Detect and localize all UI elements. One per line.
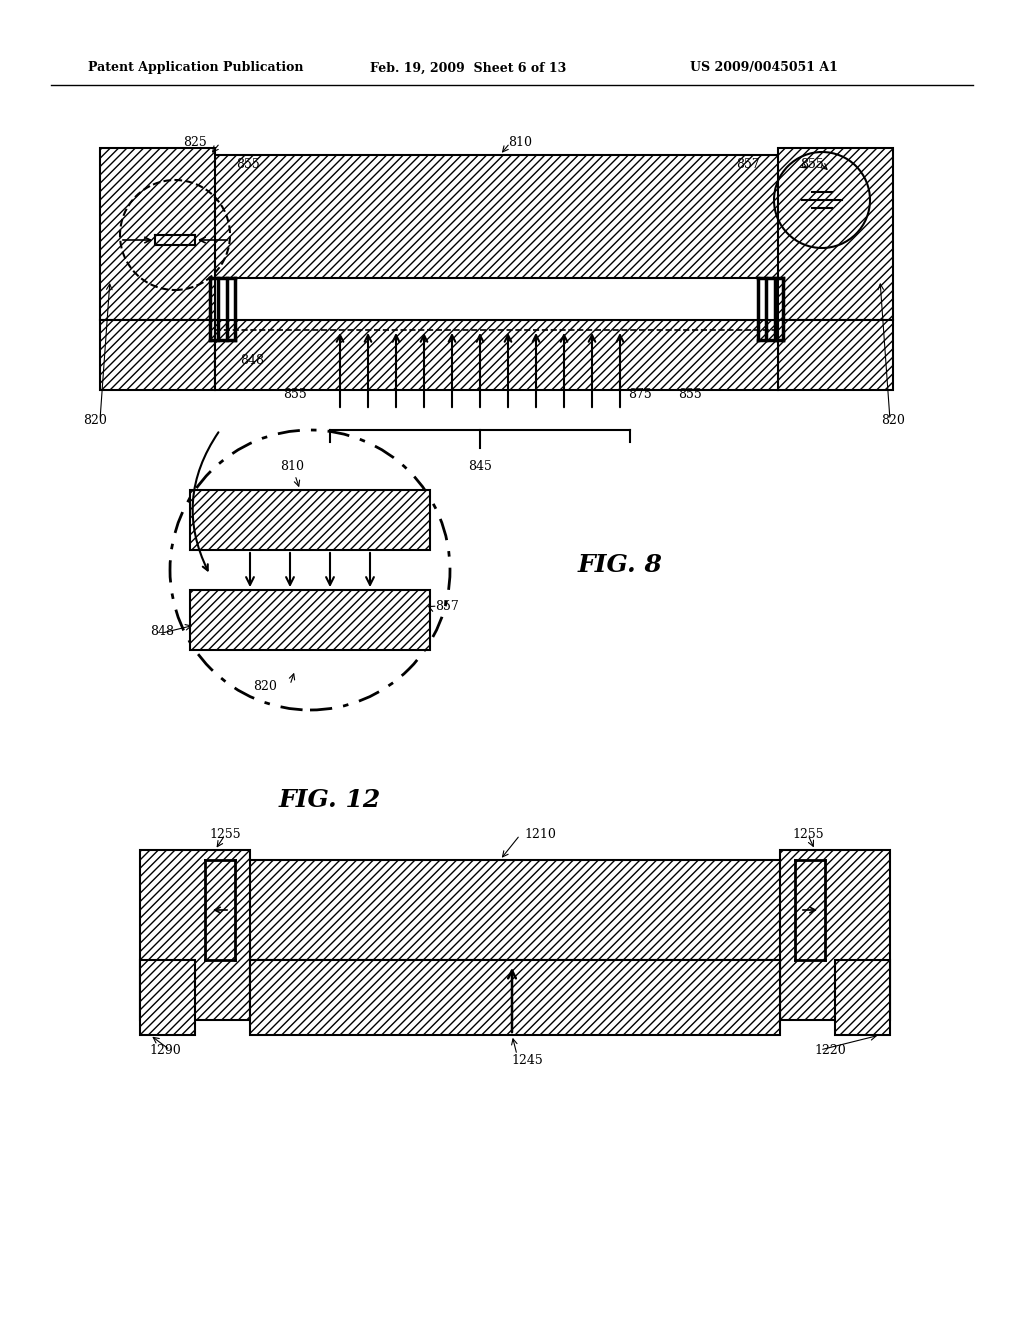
Bar	[190, 490, 430, 550]
Bar	[780, 850, 890, 1020]
Text: 1245: 1245	[511, 1053, 543, 1067]
Bar	[100, 319, 215, 389]
Text: 855: 855	[800, 158, 824, 172]
Bar	[778, 148, 893, 319]
Bar	[140, 960, 195, 1035]
Text: 810: 810	[280, 459, 304, 473]
Text: 855: 855	[283, 388, 307, 401]
Text: 848: 848	[150, 624, 174, 638]
Text: 810: 810	[508, 136, 532, 149]
Text: 1255: 1255	[209, 829, 241, 842]
Bar	[105, 154, 888, 279]
Text: 1255: 1255	[793, 829, 824, 842]
Bar	[778, 319, 893, 389]
Bar	[835, 960, 890, 1035]
Bar	[215, 319, 778, 389]
Text: Patent Application Publication: Patent Application Publication	[88, 62, 303, 74]
Text: 820: 820	[253, 680, 276, 693]
Text: 845: 845	[468, 459, 492, 473]
Text: US 2009/0045051 A1: US 2009/0045051 A1	[690, 62, 838, 74]
Text: 855: 855	[237, 158, 260, 172]
Bar	[140, 850, 250, 1020]
Text: 857: 857	[736, 158, 760, 172]
Text: 1290: 1290	[150, 1044, 181, 1056]
Bar	[250, 960, 780, 1035]
Text: 1220: 1220	[814, 1044, 846, 1056]
Text: 1210: 1210	[524, 829, 556, 842]
Bar	[190, 590, 430, 649]
Text: 875: 875	[628, 388, 652, 401]
Text: 857: 857	[435, 601, 459, 612]
Text: FIG. 12: FIG. 12	[279, 788, 381, 812]
Text: 855: 855	[678, 388, 701, 401]
Bar	[195, 861, 835, 960]
Text: Feb. 19, 2009  Sheet 6 of 13: Feb. 19, 2009 Sheet 6 of 13	[370, 62, 566, 74]
Text: 848: 848	[240, 354, 264, 367]
Bar	[100, 148, 215, 319]
Text: 825: 825	[183, 136, 207, 149]
Text: 820: 820	[881, 413, 905, 426]
Text: FIG. 8: FIG. 8	[578, 553, 663, 577]
Text: 820: 820	[83, 413, 106, 426]
